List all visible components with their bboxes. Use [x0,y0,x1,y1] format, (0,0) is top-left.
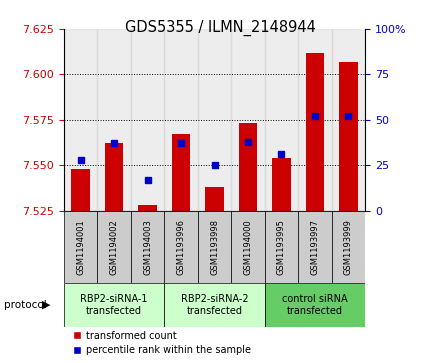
Bar [64,283,164,327]
Text: GSM1194003: GSM1194003 [143,219,152,275]
Bar [272,158,291,211]
Bar [164,29,198,211]
Text: GDS5355 / ILMN_2148944: GDS5355 / ILMN_2148944 [125,20,315,36]
Bar [332,211,365,283]
Text: GSM1193995: GSM1193995 [277,219,286,275]
Text: GSM1193999: GSM1193999 [344,219,353,275]
Bar [239,123,257,211]
Bar [105,143,123,211]
Text: GSM1194000: GSM1194000 [243,219,253,275]
Bar [298,29,332,211]
Text: GSM1194001: GSM1194001 [76,219,85,275]
Bar [64,211,97,283]
Bar [131,29,164,211]
Text: GSM1193998: GSM1193998 [210,219,219,275]
Bar [339,62,358,211]
Bar [306,53,324,211]
Bar [265,283,365,327]
Text: protocol: protocol [4,300,47,310]
Bar [164,283,265,327]
Bar [97,29,131,211]
Legend: transformed count, percentile rank within the sample: transformed count, percentile rank withi… [69,327,255,359]
Bar [231,211,265,283]
Text: GSM1193997: GSM1193997 [311,219,319,275]
Text: control siRNA
transfected: control siRNA transfected [282,294,348,316]
Bar [205,187,224,211]
Text: ▶: ▶ [42,300,51,310]
Bar [265,211,298,283]
Text: RBP2-siRNA-2
transfected: RBP2-siRNA-2 transfected [181,294,248,316]
Bar [332,29,365,211]
Bar [138,205,157,211]
Bar [172,134,190,211]
Bar [71,169,90,211]
Text: RBP2-siRNA-1
transfected: RBP2-siRNA-1 transfected [80,294,148,316]
Bar [198,211,231,283]
Text: GSM1193996: GSM1193996 [176,219,186,275]
Bar [164,211,198,283]
Bar [97,211,131,283]
Bar [231,29,265,211]
Text: GSM1194002: GSM1194002 [110,219,118,275]
Bar [64,29,97,211]
Bar [265,29,298,211]
Bar [298,211,332,283]
Bar [198,29,231,211]
Bar [131,211,164,283]
